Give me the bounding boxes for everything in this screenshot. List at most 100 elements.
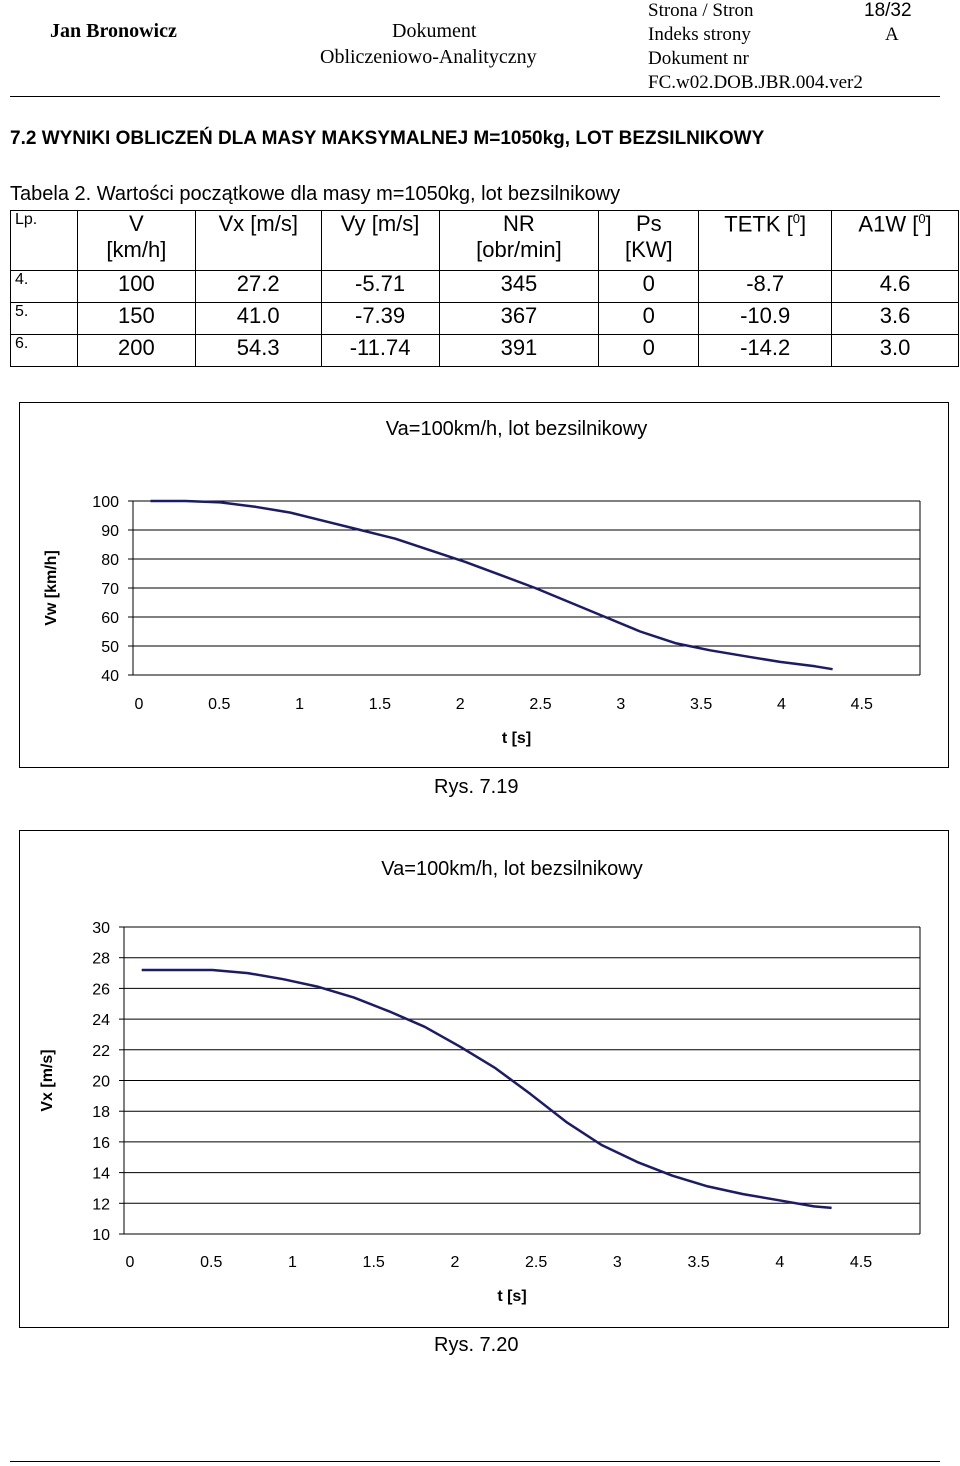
x-axis-label: t [s] [502, 730, 531, 747]
y-tick-label: 70 [101, 581, 119, 598]
table-cell: 100 [76, 270, 196, 303]
chart-vx-container: Va=100km/h, lot bezsilnikowy 30 28 26 24 22 20… [19, 830, 949, 1328]
x-tick-label: 1 [288, 1254, 297, 1271]
header-index-label: Indeks strony [648, 24, 751, 45]
series-line [141, 968, 832, 1210]
y-tick-label: 50 [101, 639, 119, 656]
table-cell: -8.7 [698, 270, 833, 303]
footer-divider [10, 1461, 940, 1462]
header-cell-a1w: A1W [0] [831, 210, 959, 271]
x-tick-label: 4 [777, 696, 786, 713]
table-cell: -11.74 [320, 334, 440, 367]
table-cell: 41.0 [194, 302, 322, 335]
y-tick-label: 16 [92, 1135, 110, 1152]
header-docnr-value: FC.w02.DOB.JBR.004.ver2 [648, 72, 863, 93]
figure-caption-7-20: Rys. 7.20 [434, 1334, 519, 1356]
chart-vw: Va=100km/h, lot bezsilnikowy 100 90 80 70 60 5… [43, 418, 921, 747]
header-cell-vx: Vx [m/s] [194, 210, 322, 271]
x-tick-label: 4 [775, 1254, 784, 1271]
header-page-label: Strona / Stron [648, 0, 754, 21]
y-tick-label: 28 [92, 951, 110, 968]
chart-vx: Va=100km/h, lot bezsilnikowy302826242220… [39, 858, 921, 1305]
table-cell: 4.6 [831, 270, 959, 303]
header-doc-line2: Obliczeniowo-Analityczny [320, 46, 537, 68]
table-cell: 391 [438, 334, 600, 367]
y-tick-label: 60 [101, 610, 119, 627]
header-cell-tetk: TETK [0] [698, 210, 833, 271]
header-divider [10, 96, 940, 97]
y-axis-label: Vx [m/s] [39, 1049, 56, 1111]
y-tick-label: 22 [92, 1043, 110, 1060]
x-tick-label: 1.5 [369, 696, 391, 713]
y-tick-label: 14 [92, 1166, 110, 1183]
table-cell: 5. [10, 302, 78, 335]
x-tick-label: 1.5 [363, 1254, 385, 1271]
table-cell: 150 [76, 302, 196, 335]
header-cell-vy: Vy [m/s] [320, 210, 440, 271]
x-tick-label: 2 [450, 1254, 459, 1271]
y-tick-label: 20 [92, 1074, 110, 1091]
x-tick-label: 0.5 [208, 696, 230, 713]
header-doc-line1: Dokument [392, 20, 477, 42]
x-tick-label: 2.5 [529, 696, 551, 713]
x-tick-label: 3.5 [687, 1254, 709, 1271]
y-tick-label: 24 [92, 1012, 110, 1029]
chart-vw-container: Va=100km/h, lot bezsilnikowy 100 90 80 70 60 5… [19, 402, 949, 768]
x-tick-label: 2.5 [525, 1254, 547, 1271]
header-cell-v: V [km/h] [76, 210, 196, 271]
y-tick-label: 12 [92, 1196, 110, 1213]
header-index-value: A [885, 24, 899, 45]
y-tick-label: 40 [101, 668, 119, 685]
table-cell: 200 [76, 334, 196, 367]
table-cell: 54.3 [194, 334, 322, 367]
y-tick-label: 10 [92, 1227, 110, 1244]
data-table: Lp. V [km/h] Vx [m/s] Vy [m/s] NR [obr/min… [10, 210, 959, 367]
table-cell: 0 [598, 334, 700, 367]
chart-title: Va=100km/h, lot bezsilnikowy [381, 858, 642, 880]
x-tick-label: 4.5 [851, 696, 873, 713]
table-cell: 4. [10, 270, 78, 303]
x-tick-label: 1 [295, 696, 304, 713]
x-tick-label: 3 [613, 1254, 622, 1271]
table-row: 5. 150 41.0 -7.39 367 0 -10.9 3.6 [10, 302, 959, 335]
table-cell: 0 [598, 302, 700, 335]
table-cell: 345 [438, 270, 600, 303]
header-author: Jan Bronowicz [50, 20, 177, 42]
table-header-row: Lp. V [km/h] Vx [m/s] Vy [m/s] NR [obr/min… [10, 210, 959, 271]
header-docnr-label: Dokument nr [648, 48, 749, 69]
header-cell-lp: Lp. [10, 210, 78, 271]
table-cell: 6. [10, 334, 78, 367]
table-cell: 367 [438, 302, 600, 335]
header-cell-ps: Ps [KW] [598, 210, 700, 271]
table-cell: 27.2 [194, 270, 322, 303]
table-cell: 0 [598, 270, 700, 303]
table-cell: -10.9 [698, 302, 833, 335]
header-cell-nr: NR [obr/min] [438, 210, 600, 271]
x-tick-label: 3 [616, 696, 625, 713]
table-cell: 3.0 [831, 334, 959, 367]
y-tick-label: 18 [92, 1104, 110, 1121]
x-axis-label: t [s] [497, 1288, 526, 1305]
table-cell: -14.2 [698, 334, 833, 367]
x-tick-label: 0.5 [200, 1254, 222, 1271]
y-tick-label: 26 [92, 981, 110, 998]
y-tick-label: 90 [101, 523, 119, 540]
table-caption: Tabela 2. Wartości początkowe dla masy m… [10, 183, 621, 205]
section-title: 7.2 WYNIKI OBLICZEŃ DLA MASY MAKSYMALNEJ… [10, 128, 765, 149]
table-row: 4. 100 27.2 -5.71 345 0 -8.7 4.6 [10, 270, 959, 303]
figure-caption-7-19: Rys. 7.19 [434, 776, 519, 798]
table-cell: 3.6 [831, 302, 959, 335]
y-axis-label: Vw [km/h] [43, 550, 60, 626]
chart-title: Va=100km/h, lot bezsilnikowy [386, 418, 647, 440]
header-page-value: 18/32 [864, 0, 912, 21]
x-tick-label: 0 [135, 696, 144, 713]
table-cell: -7.39 [320, 302, 440, 335]
series-line [150, 499, 833, 671]
y-tick-label: 100 [92, 494, 119, 511]
y-tick-label: 30 [92, 920, 110, 937]
x-tick-label: 0 [126, 1254, 135, 1271]
x-tick-label: 3.5 [690, 696, 712, 713]
x-tick-label: 4.5 [850, 1254, 872, 1271]
table-cell: -5.71 [320, 270, 440, 303]
table-row: 6. 200 54.3 -11.74 391 0 -14.2 3.0 [10, 334, 959, 367]
